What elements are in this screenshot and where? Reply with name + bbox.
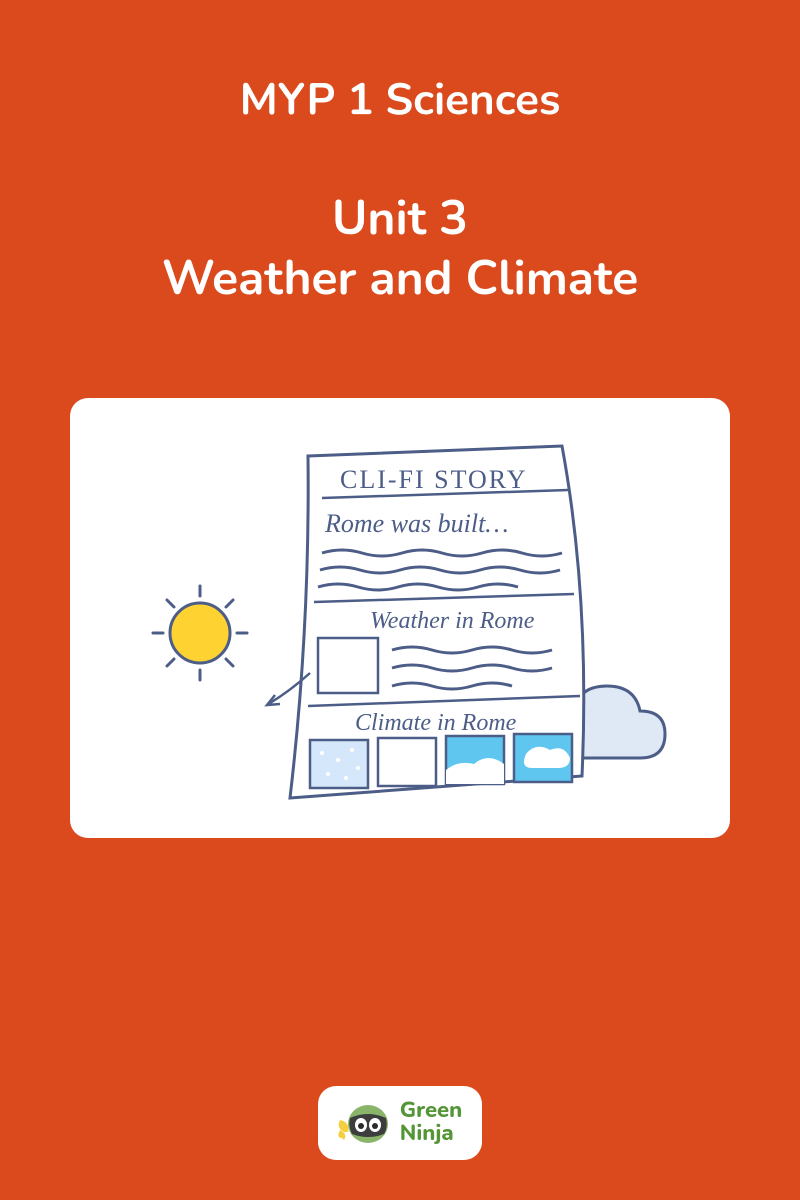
sun-icon — [153, 586, 247, 680]
doc-section1: Rome was built… — [324, 509, 508, 538]
brand-text: Green Ninja — [400, 1099, 462, 1145]
course-title: MYP 1 Sciences — [240, 70, 561, 130]
unit-label: Unit 3 — [332, 188, 468, 248]
document-icon: CLI-FI STORY Rome was built… Weather in … — [290, 446, 584, 798]
doc-section3: Climate in Rome — [355, 710, 517, 736]
brand-line2: Ninja — [400, 1122, 462, 1145]
illustration-card: CLI-FI STORY Rome was built… Weather in … — [70, 398, 730, 838]
unit-cover-page: MYP 1 Sciences Unit 3 Weather and Climat… — [0, 0, 800, 1200]
doc-section2: Weather in Rome — [370, 608, 535, 634]
clifi-story-illustration: CLI-FI STORY Rome was built… Weather in … — [70, 398, 730, 838]
ninja-icon — [338, 1098, 390, 1146]
brand-logo: Green Ninja — [318, 1086, 482, 1160]
unit-title: Weather and Climate — [162, 248, 639, 308]
doc-title: CLI-FI STORY — [340, 465, 528, 494]
